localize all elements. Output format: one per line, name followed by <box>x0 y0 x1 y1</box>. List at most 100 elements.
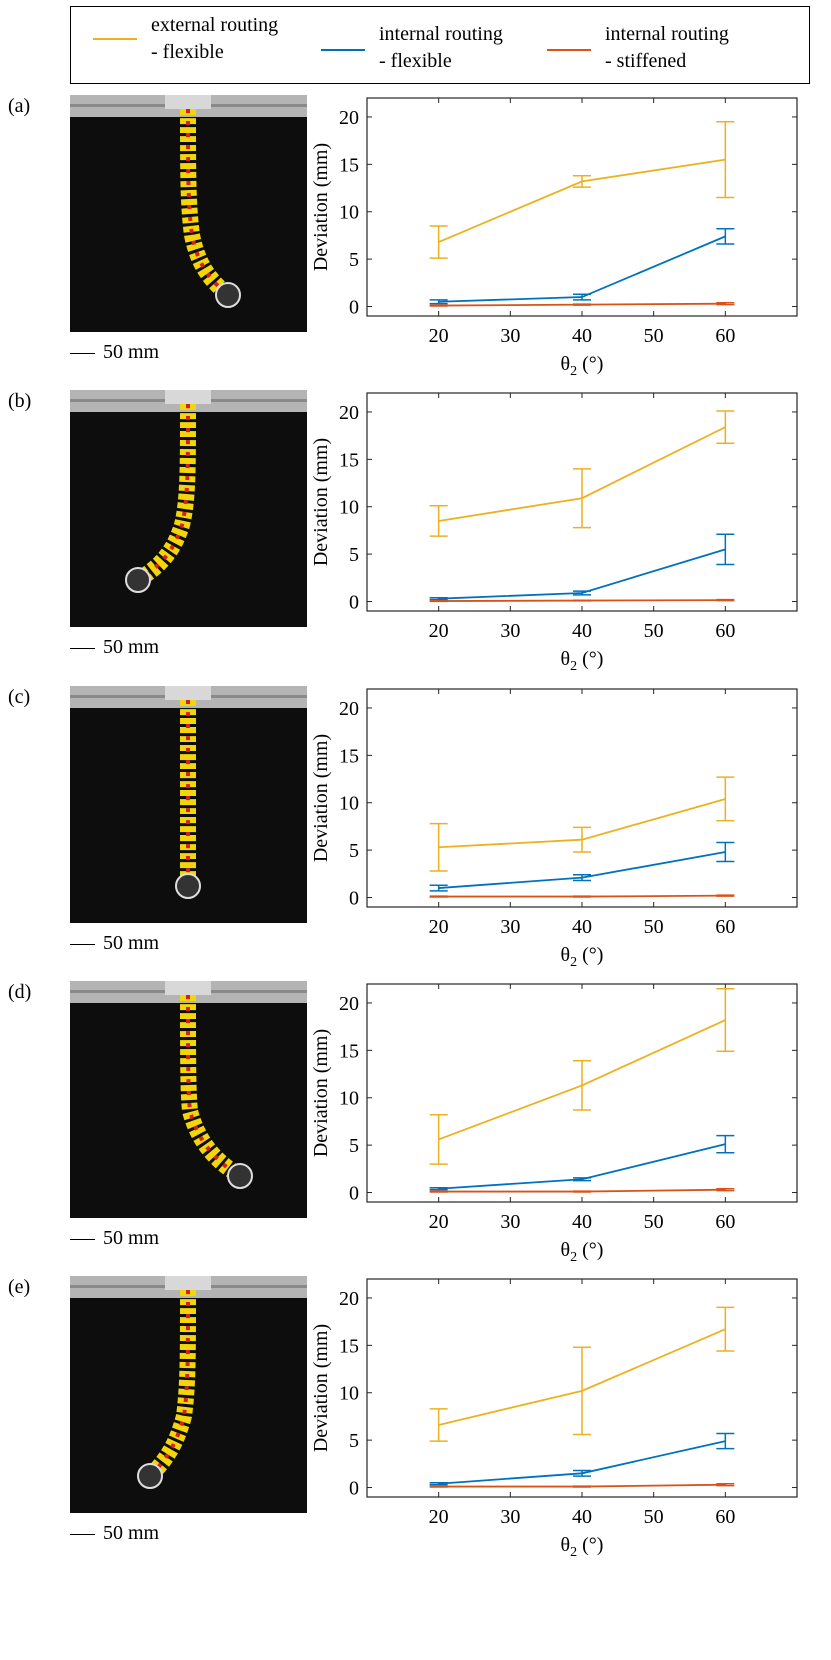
x-tick-label: 60 <box>715 1506 735 1528</box>
panel-label: (a) <box>8 95 31 117</box>
error-bar-internal-stiffened <box>573 599 591 602</box>
error-bar-internal-stiffened <box>573 895 591 898</box>
scale-bar-line <box>70 647 95 650</box>
scale-bar-line <box>70 1533 95 1536</box>
y-tick-label: 10 <box>339 1383 359 1405</box>
error-bar-external-flexible <box>573 1060 591 1111</box>
x-tick-label: 20 <box>429 620 449 642</box>
photo-mount <box>165 686 211 700</box>
x-tick-label: 50 <box>644 325 664 347</box>
error-bar-internal-flexible <box>716 1432 735 1450</box>
y-tick-label: 5 <box>349 544 359 566</box>
error-bar-internal-stiffened <box>716 301 735 306</box>
x-tick-label: 20 <box>429 1211 449 1233</box>
y-tick-label: 15 <box>339 1040 359 1062</box>
scale-bar-label: 50 mm <box>103 932 160 954</box>
x-tick-label: 40 <box>572 916 592 938</box>
y-tick-label: 5 <box>349 1430 359 1452</box>
x-tick-label: 60 <box>715 1211 735 1233</box>
robot-end-effector <box>227 1163 253 1189</box>
x-tick-label: 50 <box>644 916 664 938</box>
scale-bar: 50 mm <box>70 932 159 955</box>
panel-label: (d) <box>8 981 32 1003</box>
scale-bar-label: 50 mm <box>103 1227 160 1249</box>
scale-bar-line <box>70 1238 95 1241</box>
x-axis-label: θ2 (°) <box>561 648 604 674</box>
legend-line-external-flexible <box>93 38 137 40</box>
error-bar-external-flexible <box>429 1408 448 1442</box>
scale-bar: 50 mm <box>70 1227 159 1250</box>
error-bar-internal-stiffened <box>429 304 448 307</box>
legend-line-internal-flexible <box>321 49 365 51</box>
panel-e: (e) 50 mm 20 30 40 50 60 0 5 10 15 20 θ2 (°) Deviatio… <box>0 1276 831 1586</box>
series-line-external-flexible <box>438 158 726 243</box>
error-bar-internal-flexible <box>716 841 735 863</box>
error-bar-internal-stiffened <box>573 303 591 306</box>
robot-joints <box>148 1289 190 1478</box>
error-bar-internal-flexible <box>429 1187 448 1191</box>
y-tick-label: 10 <box>339 497 359 519</box>
panel-b: (b) 50 mm 20 30 40 50 60 0 5 10 15 20 θ2 (°) Deviatio… <box>0 390 831 700</box>
photo-mount <box>165 1276 211 1290</box>
y-tick-label: 20 <box>339 698 359 720</box>
panel-label: (e) <box>8 1276 31 1298</box>
error-bar-internal-flexible <box>429 596 448 601</box>
error-bar-internal-stiffened <box>716 1187 735 1192</box>
error-bar-internal-stiffened <box>429 1485 448 1488</box>
y-tick-label: 5 <box>349 840 359 862</box>
plot-frame <box>366 97 798 317</box>
x-tick-label: 40 <box>572 620 592 642</box>
error-bar-external-flexible <box>716 1306 735 1352</box>
error-bar-internal-flexible <box>573 1469 591 1477</box>
error-bar-internal-stiffened <box>716 894 735 897</box>
error-bar-internal-flexible <box>429 884 448 892</box>
y-tick-label: 15 <box>339 449 359 471</box>
legend-line-internal-stiffened <box>547 49 591 51</box>
scale-bar-line <box>70 352 95 355</box>
scale-bar-line <box>70 943 95 946</box>
panel-label: (b) <box>8 390 32 412</box>
error-bar-internal-flexible <box>429 1482 448 1486</box>
error-bar-internal-stiffened <box>429 600 448 603</box>
robot-end-effector <box>175 873 201 899</box>
error-bar-external-flexible <box>573 1346 591 1436</box>
error-bar-internal-flexible <box>716 228 735 245</box>
scale-bar-label: 50 mm <box>103 636 160 658</box>
scale-bar: 50 mm <box>70 341 159 364</box>
robot-photo <box>70 686 307 923</box>
x-tick-label: 20 <box>429 1506 449 1528</box>
x-tick-label: 30 <box>500 1211 520 1233</box>
y-axis-label: Deviation (mm) <box>310 143 332 271</box>
error-bar-external-flexible <box>573 826 591 853</box>
error-bar-internal-stiffened <box>716 598 735 602</box>
y-axis-label: Deviation (mm) <box>310 1029 332 1157</box>
error-bar-internal-flexible <box>573 874 591 882</box>
error-bar-external-flexible <box>429 505 448 537</box>
y-tick-label: 20 <box>339 993 359 1015</box>
y-tick-label: 20 <box>339 402 359 424</box>
error-bar-external-flexible <box>716 410 735 444</box>
robot-end-effector <box>125 567 151 593</box>
y-tick-label: 0 <box>349 888 359 910</box>
error-bar-internal-flexible <box>573 590 591 596</box>
x-tick-label: 30 <box>500 916 520 938</box>
error-bar-internal-flexible <box>573 1177 591 1182</box>
x-tick-label: 60 <box>715 620 735 642</box>
robot-photo <box>70 981 307 1218</box>
chart-legend: external routing - flexible internal rou… <box>70 6 810 84</box>
robot-photo <box>70 1276 307 1513</box>
x-axis-label: θ2 (°) <box>561 1239 604 1265</box>
x-axis-label: θ2 (°) <box>561 353 604 379</box>
y-tick-label: 5 <box>349 249 359 271</box>
scale-bar-label: 50 mm <box>103 341 160 363</box>
y-axis-label: Deviation (mm) <box>310 734 332 862</box>
y-tick-label: 0 <box>349 592 359 614</box>
scale-bar: 50 mm <box>70 636 159 659</box>
photo-mount <box>165 390 211 404</box>
y-axis-label: Deviation (mm) <box>310 438 332 566</box>
error-bar-external-flexible <box>573 468 591 529</box>
error-bar-internal-flexible <box>716 533 735 566</box>
x-tick-label: 30 <box>500 1506 520 1528</box>
series-line-internal-flexible <box>438 851 726 889</box>
error-bar-external-flexible <box>716 776 735 822</box>
